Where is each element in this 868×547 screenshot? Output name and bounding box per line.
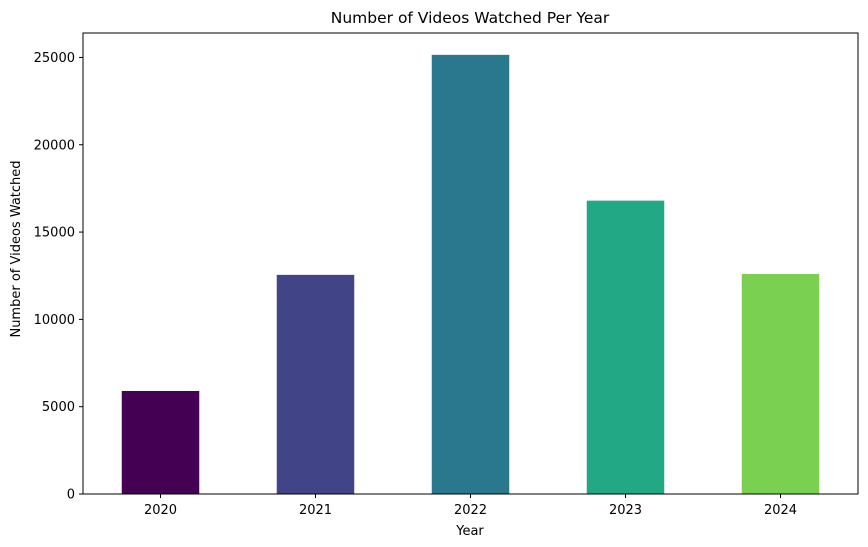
y-tick-label-0: 0 bbox=[67, 488, 75, 503]
bars-group bbox=[121, 54, 820, 495]
bar-2022 bbox=[431, 54, 510, 495]
x-tick-label-2021: 2021 bbox=[299, 503, 332, 518]
y-tick-label-10000: 10000 bbox=[34, 313, 75, 328]
x-axis-ticks: 2020 2021 2022 2023 2024 bbox=[144, 494, 797, 518]
plot-frame bbox=[82, 32, 859, 495]
y-axis-ticks: 0 5000 10000 15000 20000 25000 bbox=[34, 51, 83, 503]
y-tick-label-15000: 15000 bbox=[34, 226, 75, 241]
x-axis-label: Year bbox=[455, 524, 484, 539]
x-tick-label-2022: 2022 bbox=[454, 503, 487, 518]
chart-title: Number of Videos Watched Per Year bbox=[331, 9, 610, 27]
bar-2021 bbox=[276, 274, 355, 494]
bar-2023 bbox=[586, 200, 665, 495]
bar-2024 bbox=[741, 273, 820, 494]
bar-2020 bbox=[121, 390, 200, 494]
x-tick-label-2023: 2023 bbox=[609, 503, 642, 518]
x-tick-label-2020: 2020 bbox=[144, 503, 177, 518]
x-tick-label-2024: 2024 bbox=[764, 503, 797, 518]
y-tick-label-25000: 25000 bbox=[34, 51, 75, 66]
y-tick-label-20000: 20000 bbox=[34, 138, 75, 153]
y-axis-label: Number of Videos Watched bbox=[9, 160, 24, 337]
y-tick-label-5000: 5000 bbox=[42, 400, 75, 415]
